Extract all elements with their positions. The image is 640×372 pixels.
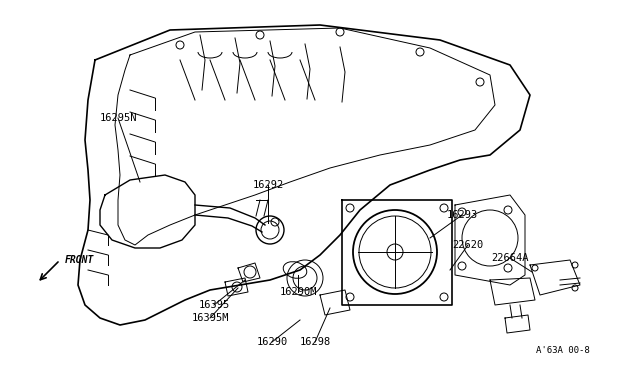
Text: 16292: 16292 <box>252 180 284 190</box>
Text: 16295N: 16295N <box>99 113 137 123</box>
Text: 16293: 16293 <box>446 210 477 220</box>
Text: 16298: 16298 <box>300 337 331 347</box>
Text: 16395M: 16395M <box>191 313 228 323</box>
Text: 16290M: 16290M <box>279 287 317 297</box>
Text: A'63A 00-8: A'63A 00-8 <box>536 346 590 355</box>
Text: FRONT: FRONT <box>65 255 94 265</box>
Text: 16290: 16290 <box>257 337 287 347</box>
Text: 22664A: 22664A <box>492 253 529 263</box>
Text: 16395: 16395 <box>198 300 230 310</box>
Text: 22620: 22620 <box>452 240 484 250</box>
